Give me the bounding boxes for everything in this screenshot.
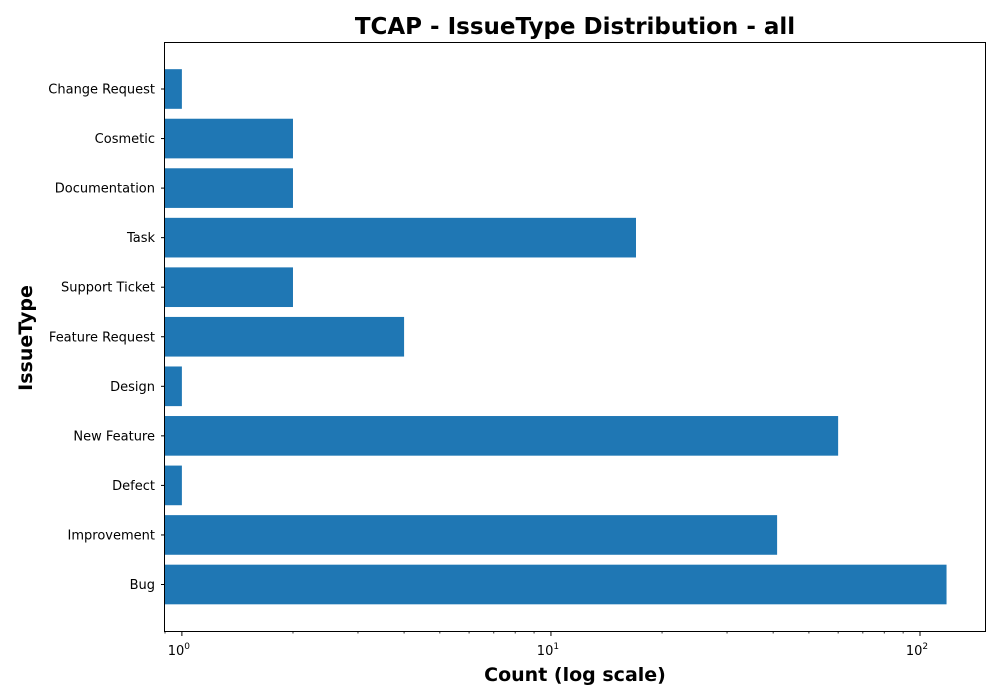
y-tick-label-defect: Defect [112, 479, 155, 494]
y-axis-ticks: Bug Improvement Defect New Feature Design Fea… [48, 83, 165, 593]
bar-change-request [165, 69, 182, 109]
bar-feature-request [165, 316, 405, 357]
y-tick-label-improvement: Improvement [68, 528, 155, 543]
bar-design [165, 366, 182, 407]
chart-title: TCAP - IssueType Distribution - all [355, 14, 795, 40]
bar-support-ticket [165, 267, 293, 308]
y-tick-label-documentation: Documentation [55, 182, 155, 197]
y-tick-label-feature-request: Feature Request [49, 330, 155, 345]
x-tick-label: 100 [168, 642, 191, 659]
y-tick-label-change-request: Change Request [48, 83, 155, 98]
x-axis-label: Count (log scale) [484, 664, 666, 686]
bar-documentation [165, 168, 293, 208]
y-tick-label-bug: Bug [130, 578, 155, 593]
bar-new-feature [165, 416, 839, 456]
bar-improvement [165, 515, 778, 555]
y-tick-label-task: Task [126, 231, 156, 246]
x-tick-label-exponent: 2 [922, 642, 928, 652]
y-tick-label-design: Design [110, 380, 155, 395]
bar-defect [165, 465, 182, 506]
x-tick-label-exponent: 1 [553, 642, 559, 652]
x-tick-label-exponent: 0 [184, 642, 190, 652]
x-tick-label-base: 10 [537, 644, 554, 659]
bar-bug [165, 564, 947, 605]
bars-layer [165, 69, 947, 605]
y-axis-label: IssueType [15, 285, 37, 391]
y-tick-label-support-ticket: Support Ticket [61, 281, 155, 296]
x-axis-ticks: 100 101 102 [164, 631, 928, 659]
x-tick-label-base: 10 [906, 644, 923, 659]
x-tick-label-base: 10 [168, 644, 185, 659]
x-tick-label: 102 [906, 642, 928, 659]
bar-cosmetic [165, 118, 293, 159]
y-tick-label-cosmetic: Cosmetic [95, 132, 155, 147]
bar-task [165, 217, 636, 258]
x-tick-label: 101 [537, 642, 559, 659]
y-tick-label-new-feature: New Feature [73, 429, 155, 444]
